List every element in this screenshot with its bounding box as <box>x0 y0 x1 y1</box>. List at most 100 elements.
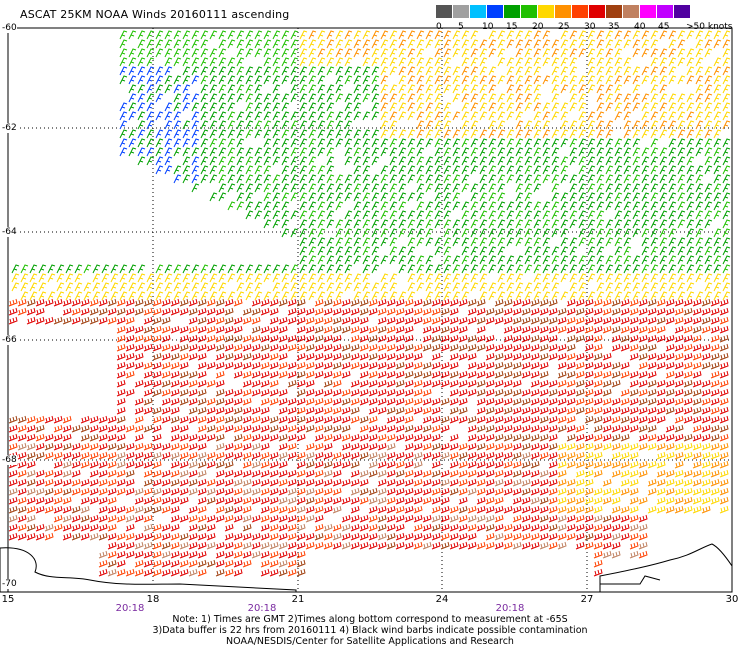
wind-barb <box>395 478 405 487</box>
wind-barb <box>191 183 200 193</box>
wind-barb <box>656 469 666 478</box>
wind-barb <box>413 361 423 370</box>
wind-barb <box>389 66 398 76</box>
wind-barb <box>278 325 288 334</box>
wind-barb <box>575 460 585 469</box>
wind-barb <box>179 532 189 541</box>
wind-barb <box>659 75 668 85</box>
wind-barb <box>548 433 558 442</box>
wind-barb <box>143 334 153 343</box>
wind-barb <box>497 291 506 301</box>
latitude-label: -70 <box>2 579 17 589</box>
wind-barb <box>638 406 648 415</box>
wind-barb <box>188 442 198 451</box>
wind-barb <box>515 201 524 211</box>
wind-barb <box>416 255 425 265</box>
wind-barb <box>638 361 648 370</box>
wind-barb <box>371 48 380 58</box>
wind-barb <box>227 174 236 184</box>
wind-barb <box>89 496 99 505</box>
wind-barb <box>368 451 378 460</box>
wind-barb <box>506 219 515 229</box>
wind-barb <box>179 478 189 487</box>
wind-barb <box>341 496 351 505</box>
wind-barb <box>452 30 461 40</box>
wind-barb <box>335 183 344 193</box>
wind-barb <box>656 460 666 469</box>
wind-barb <box>98 442 108 451</box>
wind-barb <box>386 496 396 505</box>
wind-barb <box>62 532 72 541</box>
wind-barb <box>245 183 254 193</box>
wind-barb <box>371 192 380 202</box>
wind-barb <box>260 451 270 460</box>
wind-barb <box>74 264 83 274</box>
wind-barb <box>170 298 180 307</box>
wind-barb <box>335 201 344 211</box>
wind-barb <box>506 237 515 247</box>
wind-barb <box>107 460 117 469</box>
wind-barb <box>242 550 252 559</box>
wind-barb <box>551 273 560 283</box>
wind-barb <box>251 343 261 352</box>
wind-barb <box>620 415 630 424</box>
wind-barb <box>299 120 308 130</box>
wind-barb <box>461 156 470 166</box>
wind-barb <box>704 111 713 121</box>
wind-barb <box>611 334 621 343</box>
wind-barb <box>314 469 324 478</box>
wind-barb <box>317 138 326 148</box>
wind-barb <box>458 460 468 469</box>
wind-barb <box>263 111 272 121</box>
wind-barb <box>521 424 531 433</box>
wind-barb <box>200 111 209 121</box>
wind-barb <box>641 201 650 211</box>
wind-barb <box>524 237 533 247</box>
wind-barb <box>260 460 270 469</box>
wind-barb <box>710 379 720 388</box>
wind-barb <box>533 246 542 256</box>
wind-barb <box>713 39 722 49</box>
wind-barb <box>467 451 477 460</box>
wind-barb <box>611 397 621 406</box>
wind-barb <box>206 496 216 505</box>
wind-barb <box>125 316 135 325</box>
wind-barb <box>650 84 659 94</box>
wind-barb <box>125 370 135 379</box>
wind-barb <box>242 460 252 469</box>
wind-barb <box>569 291 578 301</box>
wind-barb <box>560 273 569 283</box>
wind-barb <box>398 201 407 211</box>
wind-barb <box>371 57 380 67</box>
wind-barb <box>398 156 407 166</box>
wind-barb <box>170 559 180 568</box>
wind-barb <box>65 282 74 292</box>
wind-barb <box>380 57 389 67</box>
wind-barb <box>719 505 729 514</box>
wind-barb <box>236 264 245 274</box>
wind-barb <box>107 316 117 325</box>
wind-barb <box>479 66 488 76</box>
wind-barb <box>323 379 333 388</box>
wind-barb <box>290 75 299 85</box>
wind-barb <box>245 93 254 103</box>
wind-barb <box>182 84 191 94</box>
wind-barb <box>407 147 416 157</box>
wind-barb <box>308 273 317 283</box>
wind-barb <box>674 487 684 496</box>
wind-barb <box>218 75 227 85</box>
wind-barb <box>296 523 306 532</box>
wind-barb <box>677 120 686 130</box>
wind-barb <box>560 201 569 211</box>
wind-barb <box>335 57 344 67</box>
latitude-label: -62 <box>2 123 17 133</box>
wind-barb <box>89 298 99 307</box>
wind-barb <box>467 316 477 325</box>
wind-barb <box>233 505 243 514</box>
wind-barb <box>296 307 306 316</box>
wind-barb <box>182 75 191 85</box>
wind-barb <box>224 307 234 316</box>
wind-barb <box>98 559 108 568</box>
wind-barb <box>179 496 189 505</box>
wind-barb <box>335 111 344 121</box>
